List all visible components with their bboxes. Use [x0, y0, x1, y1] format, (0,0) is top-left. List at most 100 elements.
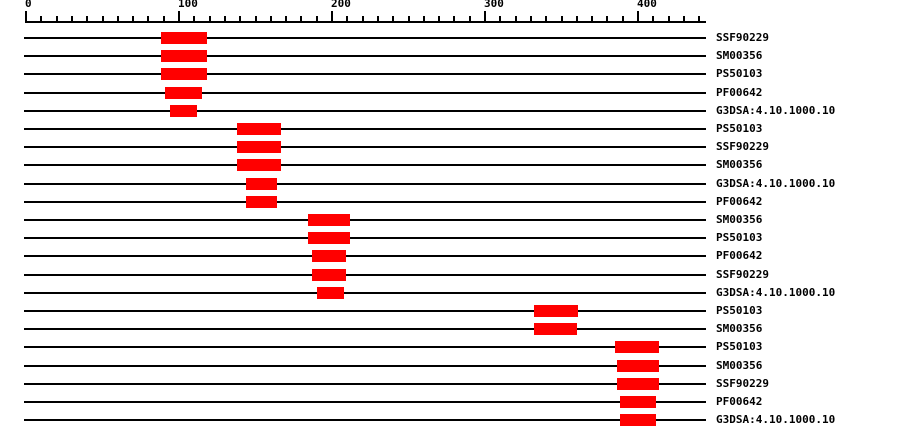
domain-feature-bar[interactable] [307, 214, 351, 226]
sequence-track-line [24, 310, 706, 312]
domain-feature-bar[interactable] [160, 32, 207, 44]
axis-tick-minor [254, 16, 257, 23]
domain-feature-bar[interactable] [307, 232, 351, 245]
domain-row-label: G3DSA:4.10.1000.10 [716, 285, 836, 299]
sequence-track-line [24, 237, 706, 240]
sequence-track-line [24, 401, 706, 403]
domain-feature-bar[interactable] [160, 68, 207, 81]
axis-tick-minor [652, 16, 655, 23]
domain-feature-bar[interactable] [533, 305, 579, 317]
domain-row[interactable]: PF00642 [0, 247, 900, 265]
domain-row[interactable]: PS50103 [0, 302, 900, 320]
domain-row[interactable]: SSF90229 [0, 375, 900, 393]
domain-feature-bar[interactable] [616, 377, 660, 390]
domain-row-label: PS50103 [716, 231, 763, 245]
sequence-track-line [24, 200, 706, 203]
axis-tick-major [637, 11, 639, 23]
domain-feature-bar[interactable] [533, 323, 577, 336]
domain-feature-bar[interactable] [237, 159, 282, 172]
sequence-track-line [24, 364, 706, 367]
axis-tick-minor [239, 16, 242, 23]
domain-row-label: G3DSA:4.10.1000.10 [716, 176, 836, 190]
axis-tick-minor [40, 16, 43, 23]
axis-tick-minor [223, 16, 226, 23]
domain-row-label: PS50103 [716, 67, 763, 81]
domain-row-label: SSF90229 [716, 267, 769, 281]
domain-feature-bar[interactable] [169, 104, 198, 117]
domain-row[interactable]: PF00642 [0, 193, 900, 211]
domain-row-label: PS50103 [716, 122, 763, 135]
domain-row[interactable]: G3DSA:4.10.1000.10 [0, 284, 900, 302]
sequence-track-line [24, 291, 706, 294]
domain-feature-bar[interactable] [237, 123, 282, 135]
domain-row-label: PF00642 [716, 194, 763, 208]
domain-row[interactable]: PS50103 [0, 338, 900, 356]
axis-tick-label: 300 [484, 0, 504, 10]
domain-row[interactable]: SM00356 [0, 156, 900, 174]
domain-row-label: SM00356 [716, 358, 763, 372]
axis-tick-minor [621, 16, 624, 23]
domain-feature-bar[interactable] [312, 268, 346, 281]
domain-row-label: SM00356 [716, 49, 763, 63]
domain-row-label: SM00356 [716, 322, 763, 336]
axis-tick-minor [468, 16, 471, 23]
sequence-track-line [24, 128, 706, 130]
domain-feature-bar[interactable] [619, 396, 657, 408]
axis-tick-minor [376, 16, 379, 23]
domain-row[interactable]: PF00642 [0, 393, 900, 411]
domain-feature-bar[interactable] [165, 86, 202, 99]
domain-row[interactable]: PS50103 [0, 120, 900, 138]
domain-feature-bar[interactable] [246, 195, 277, 208]
sequence-axis: 0 100 200 300 400 [0, 0, 900, 24]
axis-tick-label: 200 [331, 0, 351, 10]
domain-row[interactable]: G3DSA:4.10.1000.10 [0, 175, 900, 193]
domain-row[interactable]: SM00356 [0, 47, 900, 65]
sequence-track-line [24, 37, 706, 39]
axis-tick-minor [315, 16, 318, 23]
domain-row[interactable]: SM00356 [0, 211, 900, 229]
axis-tick-minor [346, 16, 349, 23]
domain-row[interactable]: G3DSA:4.10.1000.10 [0, 411, 900, 429]
domain-row[interactable]: PS50103 [0, 229, 900, 247]
axis-tick-minor [162, 16, 165, 23]
domain-feature-bar[interactable] [619, 414, 657, 427]
axis-baseline [26, 21, 706, 23]
axis-tick-minor [606, 16, 609, 23]
domain-row-label: SSF90229 [716, 376, 769, 390]
domain-row[interactable]: SM00356 [0, 320, 900, 338]
axis-tick-minor [438, 16, 441, 23]
domain-row-label: SM00356 [716, 158, 763, 172]
axis-tick-minor [682, 16, 685, 23]
axis-tick-major [331, 11, 333, 23]
axis-tick-minor [55, 16, 58, 23]
domain-row[interactable]: SM00356 [0, 357, 900, 375]
axis-tick-minor [116, 16, 119, 23]
axis-tick-minor [545, 16, 548, 23]
domain-row[interactable]: SSF90229 [0, 266, 900, 284]
sequence-track-line [24, 219, 706, 221]
domain-feature-bar[interactable] [615, 341, 660, 354]
sequence-track-line [24, 146, 706, 149]
axis-tick-minor [499, 16, 502, 23]
sequence-track-line [24, 91, 706, 94]
domain-row-label: SSF90229 [716, 31, 769, 44]
domain-row-label: SSF90229 [716, 140, 769, 154]
axis-tick-label: 100 [178, 0, 198, 10]
domain-feature-bar[interactable] [237, 141, 282, 154]
axis-tick-minor [422, 16, 425, 23]
domain-feature-bar[interactable] [160, 50, 207, 63]
domain-row[interactable]: G3DSA:4.10.1000.10 [0, 102, 900, 120]
domain-row[interactable]: SSF90229 [0, 138, 900, 156]
domain-feature-bar[interactable] [316, 286, 345, 299]
domain-feature-bar[interactable] [616, 359, 660, 372]
domain-feature-bar[interactable] [312, 250, 346, 263]
domain-row-label: PS50103 [716, 304, 763, 317]
sequence-track-line [24, 346, 706, 349]
domain-row[interactable]: SSF90229 [0, 29, 900, 47]
axis-tick-minor [300, 16, 303, 23]
domain-row[interactable]: PF00642 [0, 84, 900, 102]
domain-row[interactable]: PS50103 [0, 65, 900, 83]
domain-feature-bar[interactable] [246, 177, 277, 190]
domain-row-label: PF00642 [716, 395, 763, 408]
axis-tick-minor [407, 16, 410, 23]
